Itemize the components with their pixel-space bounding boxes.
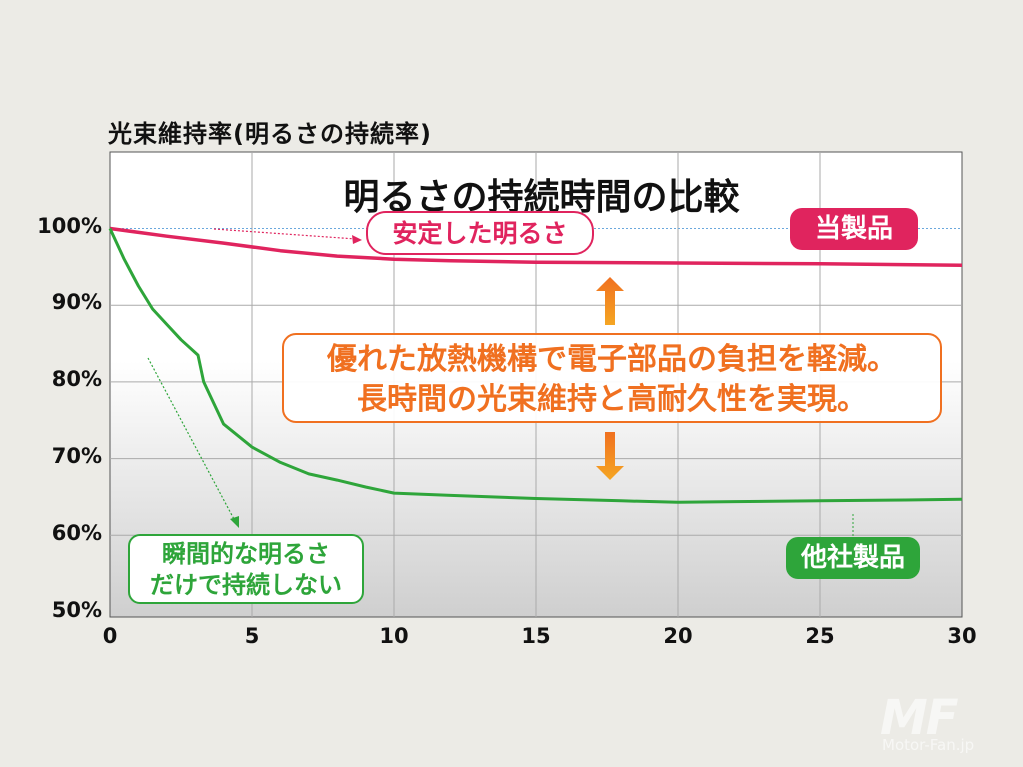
y-tick-label: 50%: [51, 598, 102, 622]
series-line-ours: [109, 226, 963, 268]
instant-pointer-arrow: [147, 357, 239, 528]
y-tick-label: 70%: [51, 444, 102, 468]
watermark-text: Motor-Fan.jp: [882, 736, 975, 754]
instant-brightness-note: 瞬間的な明るさ だけで持続しない: [128, 534, 364, 604]
legend-label-other: 他社製品: [786, 537, 920, 579]
series: [108, 226, 963, 504]
stable-brightness-note: 安定した明るさ: [366, 211, 594, 255]
feature-callout: 優れた放熱機構で電子部品の負担を軽減。 長時間の光束維持と高耐久性を実現。: [282, 333, 942, 423]
y-axis-title: 光束維持率(明るさの持続率): [108, 120, 432, 148]
gap-double-arrow: [596, 277, 624, 480]
y-tick-label: 60%: [51, 521, 102, 545]
watermark-logo: MF: [880, 690, 959, 746]
x-tick-label: 15: [521, 624, 551, 648]
y-tick-label: 80%: [51, 367, 102, 391]
x-tick-label: 25: [805, 624, 835, 648]
legend-label-ours: 当製品: [790, 208, 918, 250]
series-line-other: [108, 227, 963, 504]
callout-line: 優れた放熱機構で電子部品の負担を軽減。: [327, 342, 897, 377]
x-tick-label: 30: [947, 624, 977, 648]
note-line: だけで持続しない: [150, 571, 342, 599]
x-tick-label: 0: [102, 624, 118, 648]
y-tick-label: 100%: [37, 214, 102, 238]
stable-pointer-arrow: [213, 228, 362, 244]
x-tick-label: 20: [663, 624, 693, 648]
callout-line: 長時間の光束維持と高耐久性を実現。: [357, 382, 867, 417]
note-line: 瞬間的な明るさ: [162, 540, 330, 568]
x-tick-label: 10: [379, 624, 409, 648]
x-tick-label: 5: [244, 624, 260, 648]
y-tick-label: 90%: [51, 290, 102, 314]
